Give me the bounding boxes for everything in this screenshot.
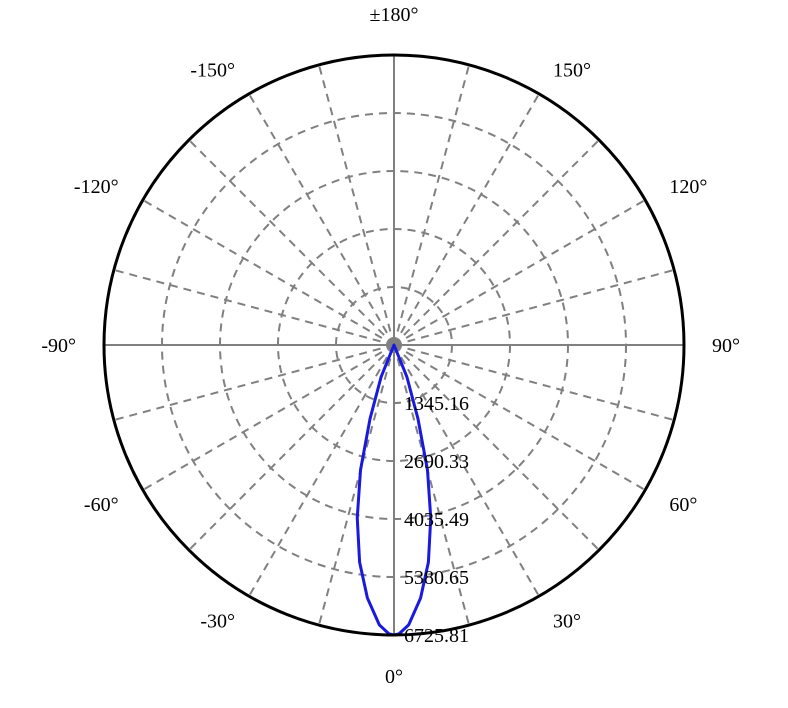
angle-label: -150°	[190, 60, 235, 82]
angle-label: 30°	[553, 610, 581, 632]
angle-label: 150°	[553, 60, 591, 82]
radial-tick-label: 6725.81	[404, 625, 469, 647]
angle-label: -30°	[200, 610, 235, 632]
angle-label: -60°	[84, 494, 119, 516]
radial-tick-label: 1345.16	[404, 393, 469, 415]
angle-label: -120°	[74, 176, 119, 198]
angle-label: 0°	[385, 666, 403, 688]
angle-label: -90°	[41, 335, 76, 357]
polar-chart: 1345.16 2690.33 4035.49 5380.65 6725.810° 30°…	[0, 0, 788, 708]
radial-tick-label: 5380.65	[404, 567, 469, 589]
radial-tick-label: 4035.49	[404, 509, 469, 531]
angle-label: 120°	[669, 176, 707, 198]
angle-label: 60°	[669, 494, 697, 516]
angle-label: 90°	[712, 335, 740, 357]
radial-tick-label: 2690.33	[404, 451, 469, 473]
angle-label: ±180°	[370, 4, 419, 26]
